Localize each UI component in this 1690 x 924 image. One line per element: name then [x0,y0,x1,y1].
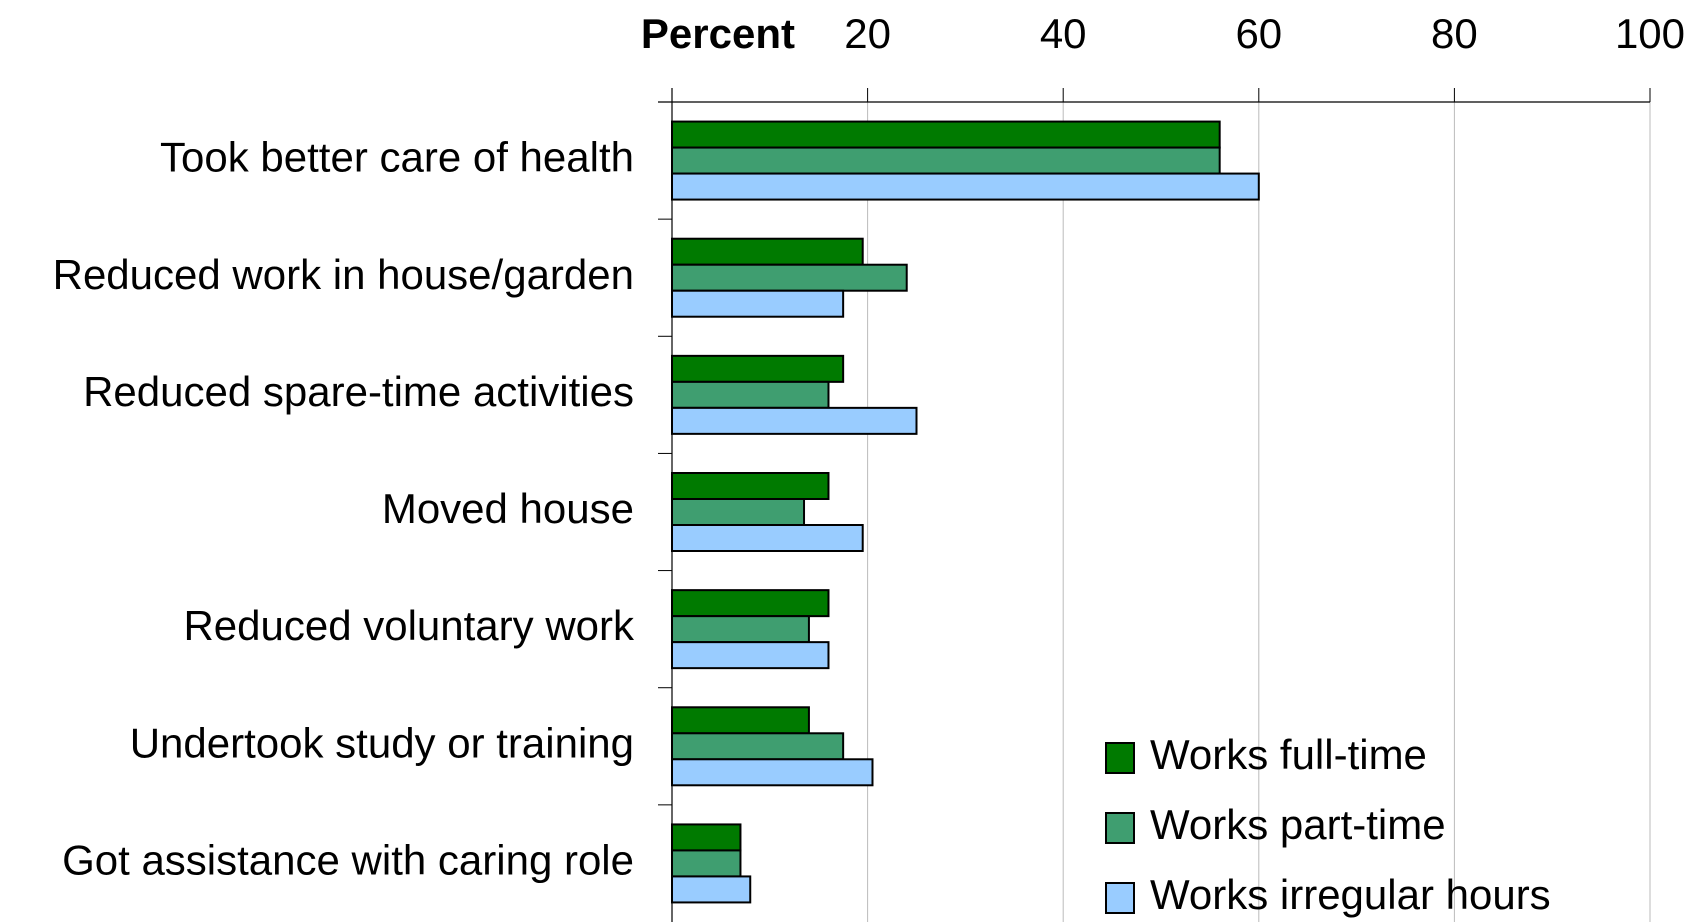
y-tick-label: Reduced spare-time activities [83,368,634,415]
x-axis-label: Percent [641,10,795,57]
legend-swatch [1105,882,1135,914]
bar [671,641,830,670]
x-tick-label: 60 [1235,10,1282,57]
bar [671,237,864,266]
y-tick-label: Moved house [382,485,634,532]
bar [671,146,1221,175]
bar [671,849,742,878]
x-tick-label: 20 [844,10,891,57]
bar [671,615,810,644]
y-tick-label: Reduced work in house/garden [53,251,634,298]
bar [671,875,752,904]
y-tick-label: Got assistance with caring role [62,837,634,884]
bar [671,172,1260,201]
bar [671,380,830,409]
bar [671,732,845,761]
bar [671,263,908,292]
bar [671,498,806,526]
legend-swatch [1105,812,1135,844]
bar [671,406,918,435]
bar [671,706,810,735]
y-tick-label: Reduced voluntary work [183,602,635,649]
bar [671,289,845,318]
bar [671,524,864,552]
y-tick-label: Undertook study or training [130,719,634,766]
legend-label: Works full-time [1150,731,1427,778]
bar [671,120,1221,149]
y-tick-label: Took better care of health [160,134,634,181]
x-tick-label: 80 [1431,10,1478,57]
bar [671,472,830,500]
bar [671,758,874,787]
legend-label: Works part-time [1150,801,1446,848]
legend-label: Works irregular hours [1150,871,1551,918]
x-tick-label: 100 [1615,10,1685,57]
bar [671,589,830,618]
bar [671,354,845,383]
bar [671,823,742,852]
x-tick-label: 40 [1040,10,1087,57]
legend-swatch [1105,742,1135,774]
